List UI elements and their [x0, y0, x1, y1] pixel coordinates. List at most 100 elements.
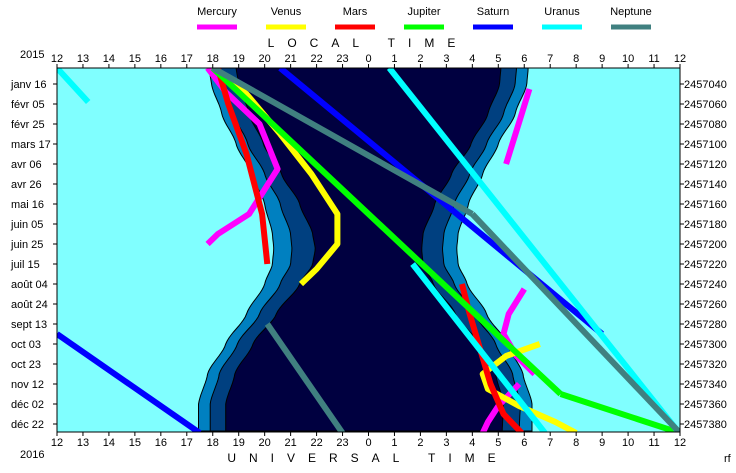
x-tick-label-bottom: 16 — [155, 437, 167, 449]
uranus-track-3 — [410, 262, 548, 432]
x-tick-label-top: 7 — [547, 53, 553, 65]
y-tick-label-right: 2457340 — [684, 379, 727, 391]
x-tick-label-bottom: 7 — [547, 437, 553, 449]
x-tick-label-top: 12 — [674, 53, 686, 65]
x-tick-label-top: 19 — [233, 53, 245, 65]
y-tick-label-right: 2457280 — [684, 319, 727, 331]
y-tick-label-left: avr 06 — [11, 159, 42, 171]
mercury-track-3 — [503, 88, 533, 165]
x-tick-label-bottom: 14 — [103, 437, 115, 449]
legend-label-uranus: Uranus — [544, 6, 580, 18]
x-tick-label-top: 6 — [521, 53, 527, 65]
y-tick-label-left: juin 05 — [10, 219, 43, 231]
neptune-track-2 — [470, 211, 680, 432]
x-tick-label-top: 12 — [51, 53, 63, 65]
y-tick-label-left: déc 22 — [11, 419, 44, 431]
x-tick-label-bottom: 3 — [443, 437, 449, 449]
x-tick-label-top: 17 — [181, 53, 193, 65]
y-tick-label-left: oct 23 — [11, 359, 41, 371]
saturn-track-2 — [57, 331, 202, 432]
x-tick-label-top: 21 — [285, 53, 297, 65]
x-tick-label-top: 0 — [365, 53, 371, 65]
y-tick-label-left: févr 25 — [11, 119, 45, 131]
y-tick-label-right: 2457040 — [684, 79, 727, 91]
x-tick-label-bottom: 18 — [207, 437, 219, 449]
x-tick-label-bottom: 6 — [521, 437, 527, 449]
y-tick-label-right: 2457060 — [684, 99, 727, 111]
legend-label-mars: Mars — [343, 6, 368, 18]
venus-track-1 — [210, 68, 341, 287]
x-tick-label-bottom: 12 — [51, 437, 63, 449]
y-tick-label-left: mars 17 — [11, 139, 51, 151]
x-tick-label-top: 11 — [648, 53, 659, 65]
legend-label-neptune: Neptune — [610, 6, 652, 18]
x-tick-label-bottom: 1 — [391, 437, 397, 449]
y-tick-label-right: 2457140 — [684, 179, 727, 191]
x-tick-label-bottom: 13 — [77, 437, 89, 449]
uranus-track-1 — [386, 68, 680, 432]
legend-label-venus: Venus — [271, 6, 302, 18]
x-tick-label-bottom: 17 — [181, 437, 193, 449]
y-tick-label-right: 2457260 — [684, 299, 727, 311]
x-tick-label-top: 14 — [103, 53, 115, 65]
jupiter-track-2 — [559, 391, 680, 432]
y-tick-label-left: juil 15 — [10, 259, 40, 271]
venus-track-2 — [479, 341, 578, 432]
year-top-label: 2015 — [20, 49, 44, 61]
x-tick-label-bottom: 2 — [417, 437, 423, 449]
x-tick-label-bottom: 8 — [573, 437, 579, 449]
y-tick-label-right: 2457380 — [684, 419, 727, 431]
bottom-axis-title: UNIVERSAL TIME — [227, 451, 508, 465]
x-tick-label-top: 9 — [599, 53, 605, 65]
legend-label-saturn: Saturn — [477, 6, 509, 18]
x-tick-label-bottom: 11 — [648, 437, 659, 449]
y-tick-label-left: août 24 — [11, 299, 48, 311]
y-tick-label-right: 2457360 — [684, 399, 727, 411]
uranus-track-2 — [57, 68, 91, 105]
x-tick-label-bottom: 5 — [495, 437, 501, 449]
x-tick-label-top: 22 — [310, 53, 322, 65]
y-tick-label-left: août 04 — [11, 279, 48, 291]
y-tick-label-left: mai 16 — [11, 199, 44, 211]
x-tick-label-bottom: 22 — [310, 437, 322, 449]
y-tick-label-left: avr 26 — [11, 179, 42, 191]
jupiter-track-1 — [210, 68, 563, 397]
legend: Mercury Venus Mars Jupiter Saturn Uranus Neptu… — [197, 6, 652, 30]
x-tick-label-top: 15 — [129, 53, 141, 65]
x-tick-label-top: 23 — [336, 53, 348, 65]
x-tick-label-top: 20 — [259, 53, 271, 65]
y-tick-label-right: 2457080 — [684, 119, 727, 131]
planet-tracks — [57, 68, 680, 432]
corner-label: rf — [724, 453, 732, 465]
y-tick-label-left: oct 03 — [11, 339, 41, 351]
x-tick-label-top: 3 — [443, 53, 449, 65]
y-tick-label-right: 2457320 — [684, 359, 727, 371]
year-bottom-label: 2016 — [20, 449, 44, 461]
y-tick-label-left: juin 25 — [10, 239, 43, 251]
mars-track-1 — [215, 68, 271, 265]
legend-label-jupiter: Jupiter — [407, 6, 440, 18]
x-tick-label-bottom: 4 — [469, 437, 475, 449]
neptune-track-1 — [211, 68, 474, 217]
x-tick-label-bottom: 10 — [622, 437, 634, 449]
y-tick-label-right: 2457220 — [684, 259, 727, 271]
x-tick-label-top: 10 — [622, 53, 634, 65]
x-tick-label-bottom: 23 — [336, 437, 348, 449]
x-tick-label-bottom: 21 — [285, 437, 297, 449]
y-tick-label-right: 2457300 — [684, 339, 727, 351]
x-tick-label-bottom: 20 — [259, 437, 271, 449]
x-axis-ticks: 1212131314141515161617171818191920202121… — [51, 53, 686, 449]
y-tick-label-right: 2457120 — [684, 159, 727, 171]
y-tick-label-right: 2457240 — [684, 279, 727, 291]
y-tick-label-left: nov 12 — [11, 379, 44, 391]
x-tick-label-top: 4 — [469, 53, 475, 65]
x-tick-label-top: 8 — [573, 53, 579, 65]
x-tick-label-bottom: 0 — [365, 437, 371, 449]
x-tick-label-bottom: 19 — [233, 437, 245, 449]
plot-area — [57, 68, 680, 432]
y-tick-label-right: 2457200 — [684, 239, 727, 251]
x-tick-label-bottom: 15 — [129, 437, 141, 449]
x-tick-label-top: 5 — [495, 53, 501, 65]
y-tick-label-left: sept 13 — [11, 319, 47, 331]
